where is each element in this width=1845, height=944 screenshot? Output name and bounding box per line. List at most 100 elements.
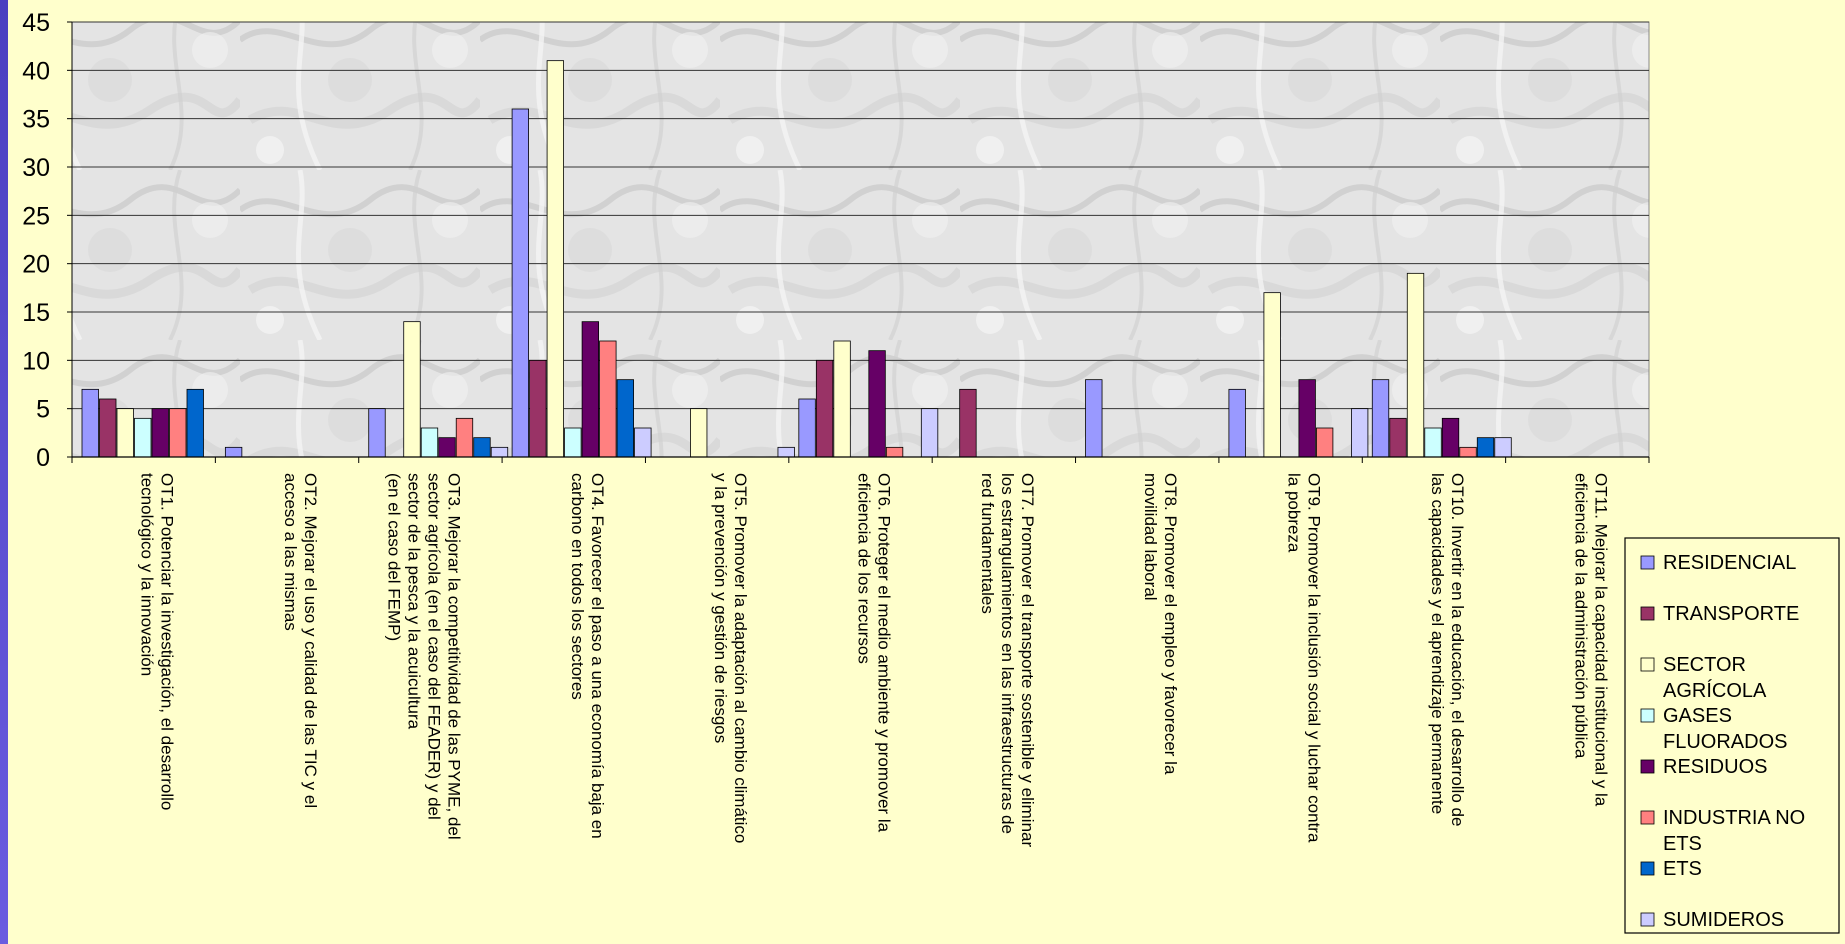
y-axis-ticks: 0 5 10 15 20 25 30 35 40 45 bbox=[22, 9, 72, 472]
bar-industria-no-ets-3 bbox=[455, 417, 474, 458]
legend-label-line: INDUSTRIA NO bbox=[1663, 807, 1805, 829]
bar-residuos-6 bbox=[868, 350, 886, 458]
category-line: tecnológico y la innovación bbox=[138, 473, 157, 676]
category-label-4: OT4. Favorecer el paso a una economía ba… bbox=[568, 473, 607, 839]
category-line: los estrangulamientos en las infraestruc… bbox=[998, 473, 1017, 834]
bar-industria-no-ets-1 bbox=[169, 408, 187, 458]
legend-label-5: RESIDUOS bbox=[1663, 756, 1767, 778]
y-tick-label: 15 bbox=[22, 299, 50, 327]
y-tick-label: 0 bbox=[36, 444, 50, 472]
category-line: las capacidades y el aprendizaje permane… bbox=[1428, 473, 1447, 814]
category-text: OT3. Mejorar la competitividad de las PY… bbox=[384, 473, 463, 840]
bar-transporte-6 bbox=[815, 359, 834, 458]
legend-swatch-4 bbox=[1640, 708, 1655, 723]
bar-residuos-3 bbox=[438, 437, 456, 458]
legend-swatch-1 bbox=[1640, 555, 1655, 570]
category-line: sector agrícola (en el caso del FEADER) … bbox=[424, 473, 443, 820]
y-tick-label: 5 bbox=[36, 396, 50, 424]
legend-label-line: ETS bbox=[1663, 833, 1702, 855]
category-label-1: OT1. Potenciar la investigación, el desa… bbox=[138, 473, 177, 810]
y-tick-label: 35 bbox=[22, 106, 50, 134]
category-text: OT7. Promover el transporte sostenible y… bbox=[978, 473, 1037, 847]
legend-label-7: ETS bbox=[1663, 858, 1702, 880]
bar-gases-fluorados-3 bbox=[420, 427, 439, 458]
bar-ets-4 bbox=[616, 379, 634, 458]
category-text: OT1. Potenciar la investigación, el desa… bbox=[138, 473, 177, 810]
legend-label-4: GASES FLUORADOS bbox=[1663, 705, 1787, 753]
bar-residencial-1 bbox=[81, 388, 99, 458]
legend-label-line: RESIDENCIAL bbox=[1663, 552, 1796, 574]
bar-industria-no-ets-9 bbox=[1316, 427, 1334, 458]
bar-residencial-4 bbox=[511, 108, 529, 458]
legend-label-line: RESIDUOS bbox=[1663, 756, 1767, 778]
bar-sumideros-4 bbox=[634, 427, 652, 458]
bar-sumideros-5 bbox=[777, 446, 795, 458]
category-line: eficiencia de la administración pública bbox=[1571, 473, 1590, 759]
category-label-5: OT5. Promover la adaptación al cambio cl… bbox=[711, 473, 750, 843]
category-line: OT4. Favorecer el paso a una economía ba… bbox=[588, 473, 607, 839]
legend-swatch-6 bbox=[1640, 810, 1655, 825]
legend-label-line: FLUORADOS bbox=[1663, 731, 1787, 753]
y-tick-label: 25 bbox=[22, 202, 50, 230]
bar-transporte-7 bbox=[959, 388, 977, 458]
bar-sumideros-3 bbox=[490, 446, 509, 458]
category-label-6: OT6. Proteger el medio ambiente y promov… bbox=[855, 473, 894, 833]
y-tick-label: 45 bbox=[22, 9, 50, 37]
legend-swatch-7 bbox=[1640, 861, 1655, 876]
legend: RESIDENCIAL TRANSPORTE SECTOR AGRÍCOLA GASES… bbox=[1624, 537, 1840, 934]
category-text: OT10. Invertir en la educación, el desar… bbox=[1428, 473, 1467, 826]
category-line: (en el caso del FEMP) bbox=[384, 473, 403, 641]
bar-sector-agrícola-4 bbox=[546, 60, 564, 458]
category-label-2: OT2. Mejorar el uso y calidad de las TIC… bbox=[281, 473, 320, 808]
bar-residencial-2 bbox=[224, 446, 243, 458]
legend-swatch-5 bbox=[1640, 759, 1655, 774]
category-line: carbono en todos los sectores bbox=[568, 473, 587, 700]
bar-transporte-4 bbox=[529, 359, 547, 458]
bar-sector-agrícola-9 bbox=[1263, 292, 1281, 458]
bar-sector-agrícola-1 bbox=[116, 408, 134, 458]
category-line: OT11. Mejorar la capacidad institucional… bbox=[1591, 473, 1610, 807]
category-line: OT3. Mejorar la competitividad de las PY… bbox=[444, 473, 463, 840]
x-axis-categories: OT1. Potenciar la investigación, el desa… bbox=[138, 473, 1611, 847]
category-line: OT10. Invertir en la educación, el desar… bbox=[1448, 473, 1467, 826]
legend-label-line: ETS bbox=[1663, 858, 1702, 880]
category-label-9: OT9. Promover la inclusión social y luch… bbox=[1285, 473, 1324, 843]
category-label-3: OT3. Mejorar la competitividad de las PY… bbox=[384, 473, 463, 840]
bar-residuos-4 bbox=[581, 321, 599, 458]
bar-sumideros-6 bbox=[920, 408, 939, 458]
category-text: OT6. Proteger el medio ambiente y promov… bbox=[855, 473, 894, 833]
y-tick-label: 20 bbox=[22, 251, 50, 279]
bar-gases-fluorados-10 bbox=[1424, 427, 1442, 458]
bar-residuos-9 bbox=[1298, 379, 1316, 458]
bars bbox=[81, 60, 1512, 458]
bar-sumideros-9 bbox=[1351, 408, 1369, 458]
bar-ets-10 bbox=[1476, 437, 1495, 458]
category-line: OT8. Promover el empleo y favorecer la bbox=[1161, 473, 1180, 775]
category-line: OT5. Promover la adaptación al cambio cl… bbox=[731, 473, 750, 843]
category-label-7: OT7. Promover el transporte sostenible y… bbox=[978, 473, 1037, 847]
category-line: OT7. Promover el transporte sostenible y… bbox=[1018, 473, 1037, 847]
bar-sector-agrícola-10 bbox=[1406, 272, 1425, 458]
legend-label-2: TRANSPORTE bbox=[1663, 603, 1799, 625]
bar-residencial-3 bbox=[368, 408, 386, 458]
category-line: red fundamentales bbox=[978, 473, 997, 614]
bar-ets-1 bbox=[186, 388, 204, 458]
category-line: OT6. Proteger el medio ambiente y promov… bbox=[875, 473, 894, 833]
legend-label-3: SECTOR AGRÍCOLA bbox=[1663, 654, 1767, 702]
category-text: OT4. Favorecer el paso a una economía ba… bbox=[568, 473, 607, 839]
legend-label-line: AGRÍCOLA bbox=[1663, 679, 1767, 702]
category-text: OT5. Promover la adaptación al cambio cl… bbox=[711, 473, 750, 843]
bar-residuos-10 bbox=[1441, 417, 1460, 458]
bar-residencial-10 bbox=[1371, 379, 1390, 458]
legend-label-1: RESIDENCIAL bbox=[1663, 552, 1796, 574]
legend-label-6: INDUSTRIA NO ETS bbox=[1663, 807, 1805, 855]
category-line: la pobreza bbox=[1285, 473, 1304, 553]
legend-swatch-2 bbox=[1640, 606, 1655, 621]
bar-transporte-10 bbox=[1389, 417, 1407, 458]
category-line: OT9. Promover la inclusión social y luch… bbox=[1305, 473, 1324, 843]
bar-sector-agrícola-3 bbox=[403, 321, 421, 458]
bar-residencial-8 bbox=[1085, 379, 1103, 458]
category-label-11: OT11. Mejorar la capacidad institucional… bbox=[1571, 473, 1610, 807]
bar-gases-fluorados-1 bbox=[134, 417, 152, 458]
